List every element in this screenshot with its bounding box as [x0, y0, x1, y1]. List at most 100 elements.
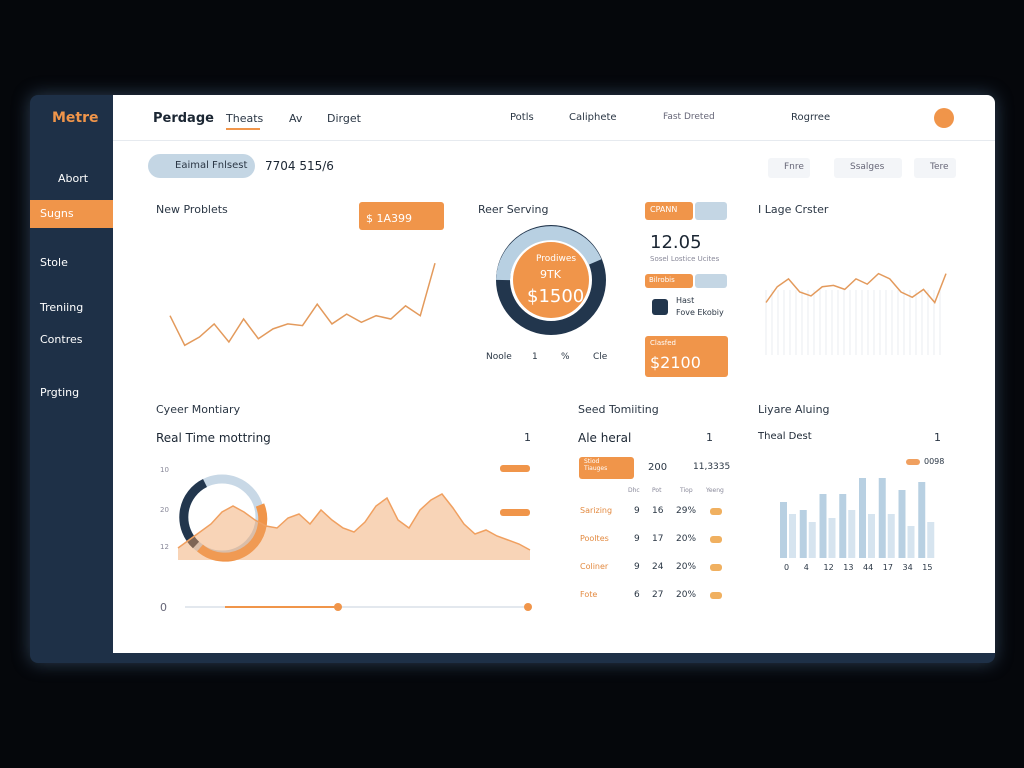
summary-value: 200	[648, 462, 668, 473]
status: Fast Dreted	[663, 112, 715, 122]
bar	[887, 514, 895, 558]
column-header: Pot	[652, 487, 662, 494]
bar	[868, 514, 875, 558]
legend-swatch	[906, 459, 920, 465]
tab[interactable]: Av	[289, 112, 303, 125]
x-tick-label: 34	[902, 563, 913, 572]
badge: CPANN	[650, 205, 678, 214]
slider-value: 0	[160, 601, 167, 614]
badge: $ 1A399	[366, 212, 413, 225]
row-icon	[710, 536, 722, 543]
bar	[808, 522, 816, 558]
cell: 17	[652, 534, 664, 544]
profile[interactable]: Rogrree	[791, 112, 831, 123]
card-subtitle: Theal Dest	[758, 431, 812, 442]
nav-item[interactable]: Contres	[40, 333, 83, 346]
cell: 6	[634, 590, 640, 600]
legend: %	[561, 352, 570, 362]
button[interactable]: Tere	[930, 162, 949, 172]
bar	[799, 510, 807, 558]
brand: Metre	[52, 110, 99, 126]
dropdown[interactable]: 1	[706, 431, 713, 444]
legend-entry: 0098	[924, 457, 945, 466]
legend: Cle	[593, 352, 608, 362]
user-chip	[148, 154, 255, 178]
bar	[859, 478, 866, 558]
legend: 1	[532, 352, 538, 362]
axis-label: 12	[160, 543, 169, 551]
slider-handle[interactable]	[524, 603, 532, 611]
donut-segment	[179, 478, 208, 549]
cell: 9	[634, 534, 640, 544]
row-icon	[710, 508, 722, 515]
row-label: Coliner	[580, 562, 609, 571]
badge-icon	[695, 202, 727, 220]
card-subtitle: Real Time mottring	[156, 431, 271, 445]
bar	[907, 526, 915, 558]
nav-item[interactable]: Treniing	[40, 301, 84, 314]
monitor-donut	[179, 474, 268, 562]
stat-value: $2100	[650, 353, 701, 372]
area-fill	[178, 494, 530, 560]
page-title: Perdage	[153, 111, 214, 126]
person-role: Fove Ekobiy	[676, 308, 724, 317]
nav-item[interactable]: Sugns	[40, 207, 74, 220]
legend-pill	[500, 509, 530, 516]
dropdown[interactable]: 1	[524, 431, 531, 444]
column-header: Dhc	[628, 487, 640, 494]
badge: Bilrobis	[649, 276, 675, 284]
bar	[878, 478, 886, 558]
cell: 9	[634, 506, 640, 516]
bar	[780, 502, 787, 558]
badge: Clasfed	[650, 339, 676, 347]
card-title: New Problets	[156, 203, 228, 216]
x-tick-label: 0	[784, 563, 790, 572]
button	[914, 158, 956, 178]
badge	[645, 202, 693, 220]
x-tick-label: 12	[823, 563, 834, 572]
cell: 27	[652, 590, 664, 600]
person-name: Hast	[676, 296, 695, 305]
topbar-divider	[113, 140, 995, 141]
summary-label: Stiod Tiauges	[584, 458, 608, 472]
line	[765, 272, 947, 304]
summary-value: 11,3335	[693, 462, 731, 472]
axis-label: 20	[160, 506, 169, 514]
button[interactable]: Fnre	[784, 162, 804, 172]
bar	[927, 522, 935, 558]
cell: 20%	[676, 534, 697, 544]
button	[768, 158, 810, 178]
cell: 29%	[676, 506, 697, 516]
active-nav	[30, 200, 113, 228]
person-avatar	[652, 299, 668, 315]
summary-badge	[579, 457, 634, 479]
tab[interactable]: Theats	[226, 112, 264, 125]
nav-item[interactable]: Abort	[58, 172, 89, 185]
nav-item[interactable]: Stole	[40, 256, 68, 269]
tab[interactable]: Dirget	[327, 112, 361, 125]
cell: 20%	[676, 590, 697, 600]
row-label: Pooltes	[580, 534, 609, 543]
slider-handle[interactable]	[334, 603, 342, 611]
row-label: Fote	[580, 590, 598, 599]
menu[interactable]: Potls	[510, 112, 534, 123]
badge	[359, 202, 444, 230]
nav-item[interactable]: Prgting	[40, 386, 80, 399]
code: 7704 515/6	[265, 159, 334, 173]
button[interactable]: Ssalges	[850, 162, 885, 172]
menu[interactable]: Caliphete	[569, 112, 617, 123]
button	[834, 158, 902, 178]
card-title: Liyare Aluing	[758, 403, 830, 416]
legend-pill	[500, 465, 530, 472]
stat-caption: Sosel Lostice Ucites	[650, 255, 720, 263]
area-line	[177, 493, 531, 551]
main-panel	[113, 95, 995, 653]
card-subtitle: Ale heral	[578, 431, 632, 445]
column-header: Yeeng	[706, 487, 724, 494]
avatar	[934, 108, 954, 128]
dropdown[interactable]: 1	[934, 431, 941, 444]
bar	[819, 494, 827, 558]
donut-center	[513, 242, 589, 318]
